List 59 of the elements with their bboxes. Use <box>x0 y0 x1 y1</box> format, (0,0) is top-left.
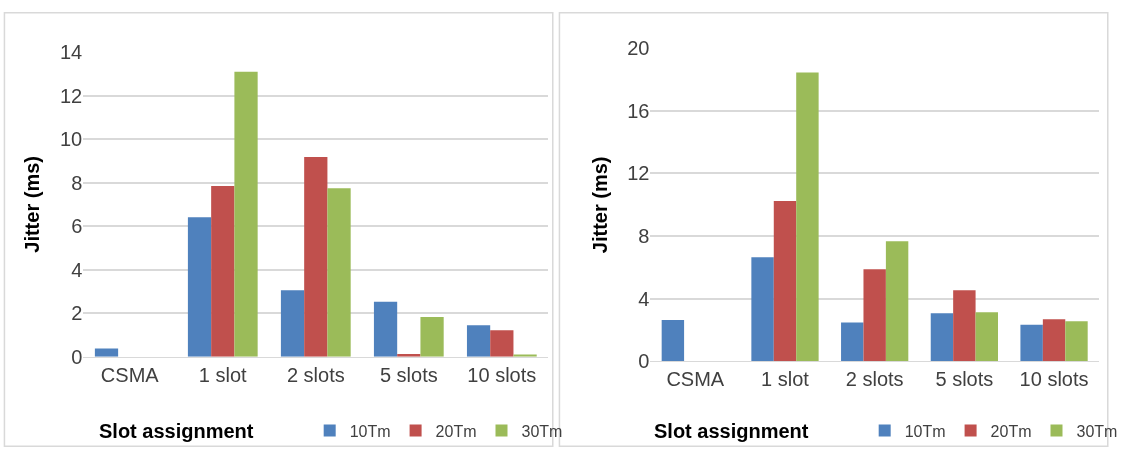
y-tick-label: 12 <box>627 162 650 185</box>
legend-label: 20Tm <box>435 422 477 440</box>
y-tick-label: 0 <box>638 350 650 373</box>
bar <box>234 71 258 357</box>
x-tick-label: CSMA <box>100 363 160 386</box>
x-tick-label: 1 slot <box>198 363 248 386</box>
y-tick-label: 6 <box>71 215 83 238</box>
x-tick-label: 2 slots <box>845 368 904 391</box>
legend-label: 30Tm <box>1076 422 1118 440</box>
bar <box>327 188 351 357</box>
bar <box>863 269 886 362</box>
bar <box>420 317 444 357</box>
x-axis-title: Slot assignment <box>654 420 809 442</box>
x-tick-label: 5 slots <box>379 363 438 386</box>
y-axis-title: Jitter (ms) <box>588 156 611 254</box>
y-tick-label: 8 <box>638 225 650 248</box>
bar <box>187 217 212 357</box>
legend-label: 30Tm <box>521 422 563 440</box>
bar <box>661 320 685 362</box>
bar <box>513 354 537 357</box>
y-tick-label: 0 <box>71 345 83 368</box>
legend-label: 20Tm <box>990 422 1032 440</box>
x-tick-label: 5 slots <box>935 368 994 391</box>
bar <box>773 201 797 362</box>
bar <box>751 257 774 362</box>
bar <box>1020 324 1043 362</box>
y-tick-label: 4 <box>638 287 650 310</box>
x-tick-label: 10 slots <box>1019 368 1089 391</box>
x-tick-label: 1 slot <box>761 368 810 391</box>
bar <box>841 322 864 362</box>
bar <box>94 348 119 357</box>
bar <box>466 325 491 357</box>
bar <box>1065 321 1088 362</box>
y-tick-label: 2 <box>71 302 83 325</box>
bar <box>280 290 305 357</box>
legend-label: 10Tm <box>349 422 391 440</box>
y-axis-title: Jitter (ms) <box>21 156 44 253</box>
y-tick-label: 20 <box>627 37 650 60</box>
bar <box>304 156 328 357</box>
y-tick-label: 8 <box>71 171 83 194</box>
bar <box>490 330 514 357</box>
bar <box>975 312 998 362</box>
bar <box>885 241 909 362</box>
bar <box>953 290 976 362</box>
bar <box>373 301 398 357</box>
bar <box>796 72 819 362</box>
bar <box>211 186 235 357</box>
y-tick-label: 14 <box>60 41 83 64</box>
y-tick-label: 16 <box>627 99 650 122</box>
x-axis-title: Slot assignment <box>99 420 254 442</box>
x-tick-label: 2 slots <box>286 363 345 386</box>
bar <box>1042 319 1066 362</box>
x-tick-label: CSMA <box>666 368 725 391</box>
y-tick-label: 10 <box>60 128 83 151</box>
y-tick-label: 12 <box>60 84 83 107</box>
legend-label: 10Tm <box>904 422 946 440</box>
x-tick-label: 10 slots <box>467 363 537 386</box>
y-tick-label: 4 <box>71 258 83 281</box>
bar <box>930 313 954 362</box>
